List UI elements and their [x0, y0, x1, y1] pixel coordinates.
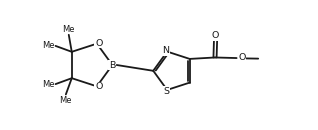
- Text: N: N: [162, 46, 169, 55]
- Text: B: B: [109, 60, 115, 70]
- Text: Me: Me: [42, 80, 54, 89]
- Text: Me: Me: [63, 25, 75, 34]
- Text: O: O: [212, 31, 219, 40]
- Text: Me: Me: [59, 96, 72, 105]
- Text: O: O: [238, 53, 246, 62]
- Text: Me: Me: [42, 41, 54, 50]
- Text: S: S: [163, 87, 169, 96]
- Text: O: O: [95, 82, 103, 91]
- Text: O: O: [95, 39, 103, 48]
